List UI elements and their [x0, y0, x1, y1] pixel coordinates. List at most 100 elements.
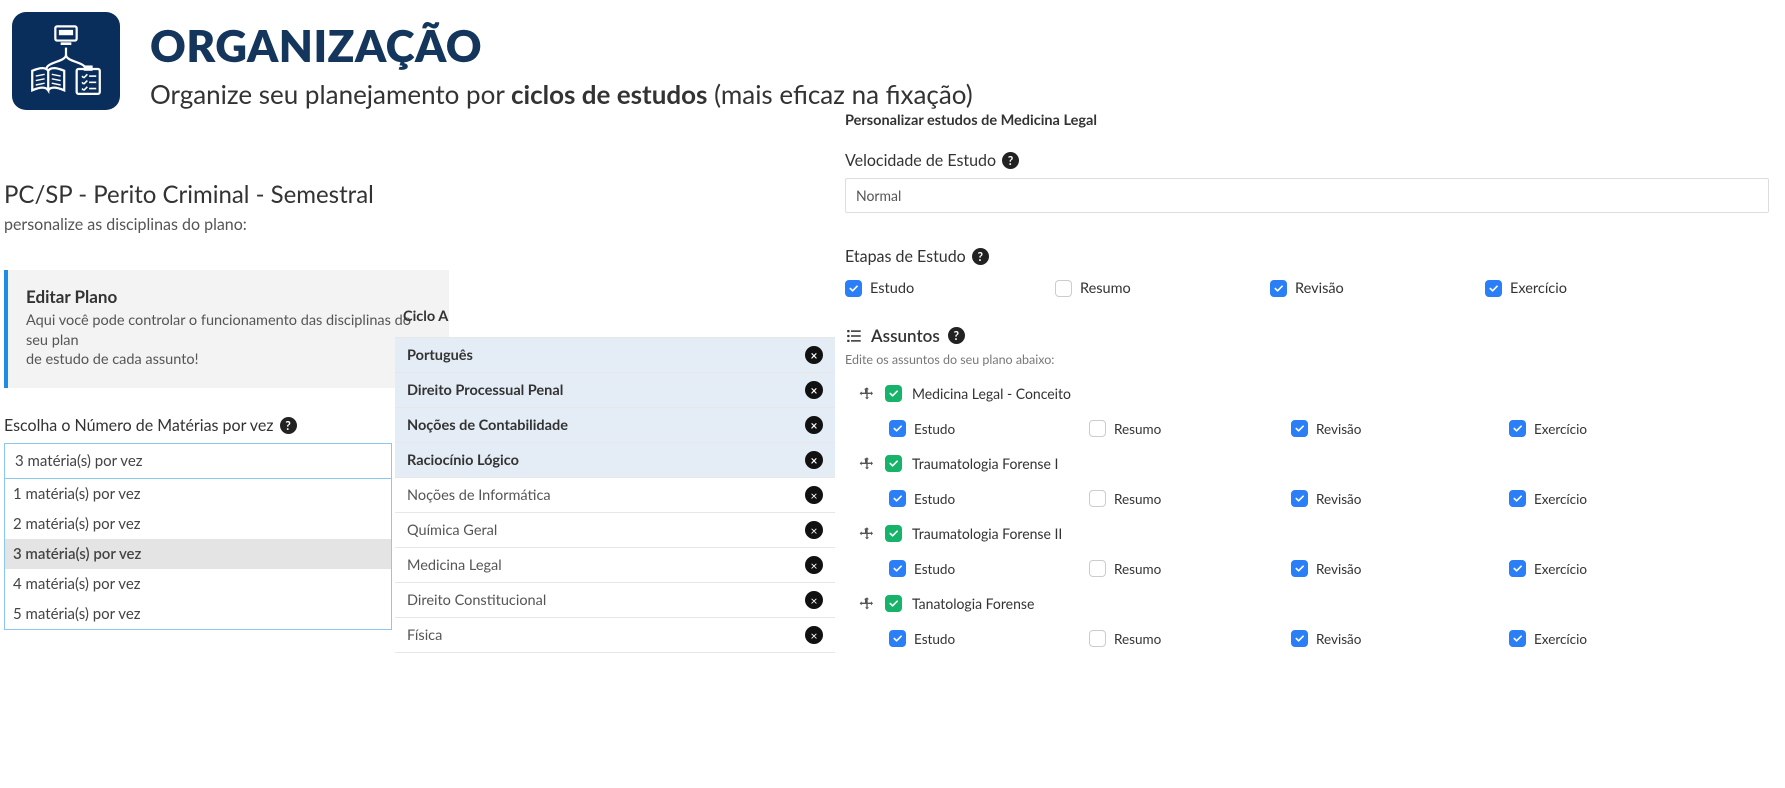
- stage-checkbox[interactable]: [1509, 490, 1526, 507]
- cycle-list: Português×Direito Processual Penal×Noçõe…: [395, 337, 835, 653]
- stage-cell: Exercício: [1485, 280, 1585, 297]
- materias-select-value[interactable]: 3 matéria(s) por vez: [5, 444, 391, 479]
- stage-label: Exercício: [1534, 631, 1587, 647]
- stage-checkbox[interactable]: [845, 280, 862, 297]
- stages-label: Etapas de Estudo ?: [845, 247, 1769, 266]
- stage-checkbox[interactable]: [1291, 420, 1308, 437]
- drag-icon[interactable]: [859, 526, 875, 542]
- topic-stage-row: EstudoResumoRevisãoExercício: [845, 420, 1769, 437]
- topics-subtitle: Edite os assuntos do seu plano abaixo:: [845, 352, 1769, 367]
- stage-cell: Revisão: [1291, 420, 1509, 437]
- stage-cell: Revisão: [1291, 630, 1509, 647]
- topic: Tanatologia ForenseEstudoResumoRevisãoEx…: [845, 591, 1769, 647]
- stage-label: Revisão: [1316, 561, 1361, 577]
- stage-checkbox[interactable]: [1291, 630, 1308, 647]
- drag-icon[interactable]: [859, 386, 875, 402]
- cycle-remove-button[interactable]: ×: [805, 381, 823, 399]
- materias-select[interactable]: 3 matéria(s) por vez 1 matéria(s) por ve…: [4, 443, 392, 630]
- stage-label: Resumo: [1114, 491, 1161, 507]
- stage-cell: Estudo: [889, 490, 1089, 507]
- drag-icon[interactable]: [859, 596, 875, 612]
- page-subtitle: Organize seu planejamento por ciclos de …: [150, 78, 973, 110]
- cycle-item-label: Português: [407, 347, 473, 364]
- topics-list: Medicina Legal - ConceitoEstudoResumoRev…: [845, 381, 1769, 647]
- topic-stage-row: EstudoResumo Revisão Exercício: [845, 630, 1769, 647]
- cycle-item[interactable]: Raciocínio Lógico×: [395, 443, 835, 478]
- cycle-remove-button[interactable]: ×: [805, 591, 823, 609]
- stage-checkbox[interactable]: [1089, 630, 1106, 647]
- cycle-remove-button[interactable]: ×: [805, 556, 823, 574]
- stage-checkbox[interactable]: [1291, 490, 1308, 507]
- stage-checkbox[interactable]: [1291, 560, 1308, 577]
- stage-checkbox[interactable]: [1509, 560, 1526, 577]
- cycle-remove-button[interactable]: ×: [805, 486, 823, 504]
- stage-cell: Exercício: [1509, 630, 1609, 647]
- cycle-item[interactable]: Direito Constitucional×: [395, 583, 835, 618]
- stage-checkbox[interactable]: [1509, 630, 1526, 647]
- topic-checkbox[interactable]: [885, 455, 902, 472]
- stage-label: Exercício: [1534, 491, 1587, 507]
- subtitle-pre: Organize seu planejamento por: [150, 78, 511, 110]
- stage-checkbox[interactable]: [889, 490, 906, 507]
- cycle-item[interactable]: Noções de Informática×: [395, 478, 835, 513]
- stage-label: Revisão: [1316, 491, 1361, 507]
- stage-label: Revisão: [1316, 421, 1361, 437]
- materias-option[interactable]: 4 matéria(s) por vez: [5, 569, 391, 599]
- stage-checkbox[interactable]: [1089, 560, 1106, 577]
- plan-title: PC/SP - Perito Criminal - Semestral: [4, 180, 395, 209]
- global-stage-row: EstudoResumoRevisãoExercício: [845, 280, 1769, 297]
- cycle-item[interactable]: Noções de Contabilidade×: [395, 408, 835, 443]
- help-icon[interactable]: ?: [280, 417, 297, 434]
- stage-label: Exercício: [1510, 280, 1567, 297]
- topic: Traumatologia Forense II Estudo Resumo Revi…: [845, 521, 1769, 577]
- cycle-remove-button[interactable]: ×: [805, 451, 823, 469]
- materias-option[interactable]: 1 matéria(s) por vez: [5, 479, 391, 509]
- help-icon[interactable]: ?: [1002, 152, 1019, 169]
- stage-label: Estudo: [914, 561, 955, 577]
- speed-select[interactable]: Normal: [845, 178, 1769, 213]
- topic-checkbox[interactable]: [885, 525, 902, 542]
- stage-cell: Estudo: [889, 560, 1089, 577]
- stage-checkbox[interactable]: [1089, 420, 1106, 437]
- cycle-item[interactable]: Química Geral×: [395, 513, 835, 548]
- help-icon[interactable]: ?: [972, 248, 989, 265]
- materias-select-label: Escolha o Número de Matérias por vez ?: [4, 416, 395, 435]
- stage-checkbox[interactable]: [1089, 490, 1106, 507]
- stage-checkbox[interactable]: [889, 560, 906, 577]
- help-icon[interactable]: ?: [948, 327, 965, 344]
- materias-option[interactable]: 3 matéria(s) por vez: [5, 539, 391, 569]
- cycle-remove-button[interactable]: ×: [805, 416, 823, 434]
- stage-checkbox[interactable]: [1270, 280, 1287, 297]
- topic-checkbox[interactable]: [885, 385, 902, 402]
- cycle-item[interactable]: Direito Processual Penal×: [395, 373, 835, 408]
- materias-option[interactable]: 5 matéria(s) por vez: [5, 599, 391, 629]
- topic-stage-row: EstudoResumoRevisãoExercício: [845, 560, 1769, 577]
- cycle-item[interactable]: Física×: [395, 618, 835, 653]
- stage-cell: Resumo: [1089, 490, 1291, 507]
- cycle-item[interactable]: Português ×: [395, 338, 835, 373]
- stage-cell: Resumo: [1089, 630, 1291, 647]
- cycle-remove-button[interactable]: ×: [805, 626, 823, 644]
- drag-icon[interactable]: [859, 456, 875, 472]
- stage-checkbox[interactable]: [1055, 280, 1072, 297]
- topic-checkbox[interactable]: [885, 595, 902, 612]
- stage-cell: Estudo: [889, 630, 1089, 647]
- topics-heading: Assuntos ?: [845, 325, 1769, 346]
- topic-label: Traumatologia Forense II: [912, 525, 1062, 542]
- stage-checkbox[interactable]: [889, 420, 906, 437]
- materias-option[interactable]: 2 matéria(s) por vez: [5, 509, 391, 539]
- stage-checkbox[interactable]: [1509, 420, 1526, 437]
- stage-cell: Resumo: [1089, 560, 1291, 577]
- cycle-remove-button[interactable]: ×: [805, 346, 823, 364]
- stage-label: Revisão: [1316, 631, 1361, 647]
- stage-label: Estudo: [914, 491, 955, 507]
- speed-label: Velocidade de Estudo ?: [845, 151, 1769, 170]
- stage-cell: Resumo: [1089, 420, 1291, 437]
- subtitle-bold: ciclos de estudos: [511, 78, 708, 110]
- cycle-item[interactable]: Medicina Legal×: [395, 548, 835, 583]
- stage-checkbox[interactable]: [889, 630, 906, 647]
- stage-checkbox[interactable]: [1485, 280, 1502, 297]
- topic-head: Medicina Legal - Conceito: [845, 381, 1769, 406]
- stage-label: Revisão: [1295, 280, 1344, 297]
- cycle-remove-button[interactable]: ×: [805, 521, 823, 539]
